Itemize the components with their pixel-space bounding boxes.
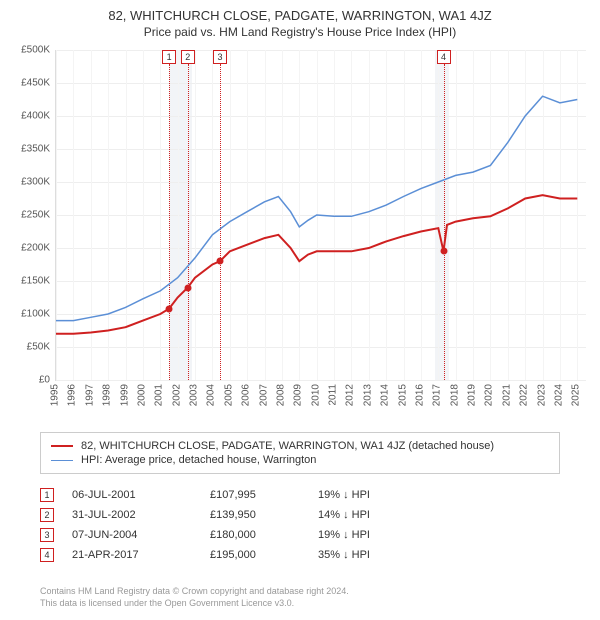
event-row: 3 07-JUN-2004 £180,000 19% ↓ HPI: [40, 525, 560, 545]
series-line-property: [56, 195, 577, 334]
marker-box: 1: [162, 50, 176, 64]
x-tick-label: 1998: [102, 384, 113, 406]
legend-swatch: [51, 460, 73, 461]
marker-box: 4: [437, 50, 451, 64]
event-date: 06-JUL-2001: [72, 489, 192, 501]
x-tick-label: 2020: [484, 384, 495, 406]
y-tick-label: £0: [0, 375, 50, 386]
event-diff: 35% ↓ HPI: [318, 549, 408, 561]
y-tick-label: £350K: [0, 144, 50, 155]
x-tick-label: 2013: [362, 384, 373, 406]
sale-dot: [166, 305, 173, 312]
event-idx: 1: [40, 488, 54, 502]
y-tick-label: £50K: [0, 342, 50, 353]
gridline-h: [56, 380, 586, 381]
credits-line2: This data is licensed under the Open Gov…: [40, 598, 349, 610]
x-tick-label: 2018: [449, 384, 460, 406]
x-tick-label: 2017: [432, 384, 443, 406]
event-row: 4 21-APR-2017 £195,000 35% ↓ HPI: [40, 545, 560, 565]
x-tick-label: 2002: [171, 384, 182, 406]
credits-line1: Contains HM Land Registry data © Crown c…: [40, 586, 349, 598]
event-price: £139,950: [210, 509, 300, 521]
legend-row: 82, WHITCHURCH CLOSE, PADGATE, WARRINGTO…: [51, 439, 549, 453]
x-tick-label: 2011: [328, 384, 339, 406]
y-tick-label: £400K: [0, 111, 50, 122]
y-tick-label: £250K: [0, 210, 50, 221]
plot-area: 12 3 4: [55, 50, 586, 381]
series-svg: [56, 50, 586, 380]
chart-title: 82, WHITCHURCH CLOSE, PADGATE, WARRINGTO…: [0, 0, 600, 23]
x-tick-label: 2024: [553, 384, 564, 406]
x-tick-label: 2003: [189, 384, 200, 406]
x-tick-label: 2012: [345, 384, 356, 406]
chart-subtitle: Price paid vs. HM Land Registry's House …: [0, 23, 600, 39]
event-idx: 3: [40, 528, 54, 542]
sale-dot: [440, 248, 447, 255]
x-tick-label: 2025: [571, 384, 582, 406]
legend-label: HPI: Average price, detached house, Warr…: [81, 454, 316, 466]
credits: Contains HM Land Registry data © Crown c…: [40, 586, 349, 609]
y-tick-label: £300K: [0, 177, 50, 188]
sale-dot: [217, 258, 224, 265]
x-tick-label: 2014: [380, 384, 391, 406]
event-price: £180,000: [210, 529, 300, 541]
x-tick-label: 2019: [467, 384, 478, 406]
event-date: 31-JUL-2002: [72, 509, 192, 521]
x-tick-label: 2008: [275, 384, 286, 406]
event-row: 1 06-JUL-2001 £107,995 19% ↓ HPI: [40, 485, 560, 505]
x-tick-label: 2004: [206, 384, 217, 406]
x-tick-label: 2023: [536, 384, 547, 406]
y-tick-label: £150K: [0, 276, 50, 287]
y-tick-label: £200K: [0, 243, 50, 254]
event-diff: 19% ↓ HPI: [318, 489, 408, 501]
x-tick-label: 2022: [519, 384, 530, 406]
x-tick-label: 2000: [136, 384, 147, 406]
event-diff: 14% ↓ HPI: [318, 509, 408, 521]
y-tick-label: £450K: [0, 78, 50, 89]
legend-label: 82, WHITCHURCH CLOSE, PADGATE, WARRINGTO…: [81, 440, 494, 452]
legend-swatch: [51, 445, 73, 447]
x-tick-label: 2001: [154, 384, 165, 406]
x-tick-label: 1997: [84, 384, 95, 406]
event-diff: 19% ↓ HPI: [318, 529, 408, 541]
marker-box: 3: [213, 50, 227, 64]
event-idx: 2: [40, 508, 54, 522]
x-tick-label: 2016: [414, 384, 425, 406]
event-price: £195,000: [210, 549, 300, 561]
y-tick-label: £500K: [0, 45, 50, 56]
x-tick-label: 2009: [293, 384, 304, 406]
x-tick-label: 1996: [67, 384, 78, 406]
legend-row: HPI: Average price, detached house, Warr…: [51, 453, 549, 467]
y-tick-label: £100K: [0, 309, 50, 320]
chart-zone: 12 3 4 £0 £50K £100K £150K £200K £250K £300K £350…: [0, 50, 600, 410]
x-tick-label: 2005: [223, 384, 234, 406]
legend-box: 82, WHITCHURCH CLOSE, PADGATE, WARRINGTO…: [40, 432, 560, 474]
event-price: £107,995: [210, 489, 300, 501]
page-root: 82, WHITCHURCH CLOSE, PADGATE, WARRINGTO…: [0, 0, 600, 620]
x-tick-label: 2006: [241, 384, 252, 406]
series-line-hpi: [56, 96, 577, 320]
x-tick-label: 1995: [50, 384, 61, 406]
x-tick-label: 2021: [501, 384, 512, 406]
event-date: 07-JUN-2004: [72, 529, 192, 541]
x-tick-label: 2015: [397, 384, 408, 406]
x-tick-label: 2010: [310, 384, 321, 406]
events-table: 1 06-JUL-2001 £107,995 19% ↓ HPI 2 31-JUL-200…: [40, 485, 560, 565]
event-idx: 4: [40, 548, 54, 562]
sale-dot: [184, 284, 191, 291]
marker-box: 2: [181, 50, 195, 64]
x-tick-label: 2007: [258, 384, 269, 406]
x-tick-label: 1999: [119, 384, 130, 406]
event-row: 2 31-JUL-2002 £139,950 14% ↓ HPI: [40, 505, 560, 525]
event-date: 21-APR-2017: [72, 549, 192, 561]
